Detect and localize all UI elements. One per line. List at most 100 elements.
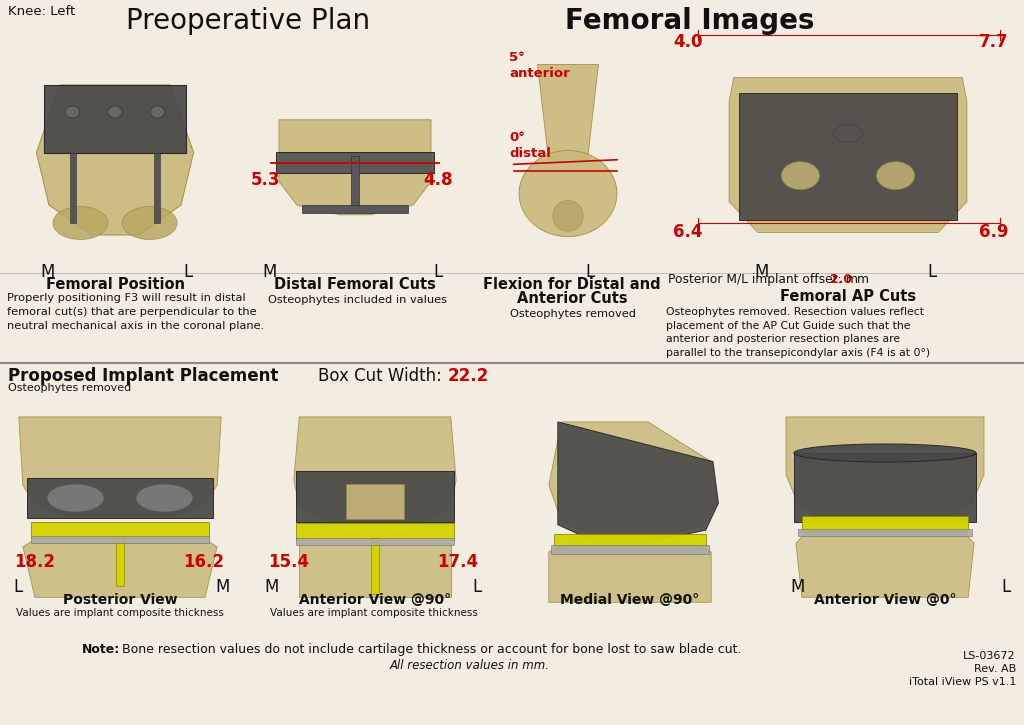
Text: M: M [755, 263, 769, 281]
Bar [346, 484, 403, 519]
Text: M: M [263, 263, 278, 281]
Text: Osteophytes included in values: Osteophytes included in values [268, 295, 447, 305]
Text: M: M [41, 263, 55, 281]
Text: Osteophytes removed. Resection values reflect
placement of the AP Cut Guide such: Osteophytes removed. Resection values re… [666, 307, 930, 358]
Text: Anterior View @90°: Anterior View @90° [299, 593, 451, 607]
Text: 16.2: 16.2 [183, 553, 224, 571]
Bar [302, 205, 409, 213]
Text: 7.7: 7.7 [978, 33, 1008, 51]
Text: Values are implant composite thickness: Values are implant composite thickness [16, 608, 224, 618]
Bar [116, 538, 124, 587]
Polygon shape [796, 529, 974, 597]
Text: Proposed Implant Placement: Proposed Implant Placement [8, 367, 279, 385]
Text: 6.4: 6.4 [673, 223, 702, 241]
Text: L: L [433, 263, 442, 281]
Text: mm: mm [846, 273, 870, 286]
Bar [798, 529, 972, 536]
Text: 6.9: 6.9 [979, 223, 1008, 241]
Ellipse shape [136, 484, 193, 512]
Bar [27, 478, 213, 518]
Text: 15.4: 15.4 [268, 553, 309, 571]
Ellipse shape [53, 207, 108, 239]
Text: Femoral Position: Femoral Position [45, 277, 184, 292]
Bar [31, 536, 209, 543]
Text: Preoperative Plan: Preoperative Plan [126, 7, 370, 35]
Text: Femoral Images: Femoral Images [565, 7, 815, 35]
Ellipse shape [877, 162, 914, 190]
Polygon shape [558, 422, 719, 543]
Ellipse shape [122, 207, 177, 239]
Text: 18.2: 18.2 [14, 553, 55, 571]
Text: M: M [265, 578, 280, 596]
Text: M: M [216, 578, 230, 596]
Bar [371, 538, 379, 594]
Text: Rev. AB: Rev. AB [974, 664, 1016, 674]
Text: Femoral AP Cuts: Femoral AP Cuts [780, 289, 916, 304]
Text: Flexion for Distal and: Flexion for Distal and [483, 277, 660, 292]
Text: Knee: Left: Knee: Left [8, 5, 75, 18]
Text: 5.3: 5.3 [250, 171, 280, 189]
Text: 0°
distal: 0° distal [509, 130, 551, 160]
Text: M: M [791, 578, 805, 596]
Text: Medial View @90°: Medial View @90° [560, 593, 699, 607]
Text: All resection values in mm.: All resection values in mm. [390, 659, 550, 672]
Text: 5°
anterior: 5° anterior [509, 51, 569, 80]
Bar [44, 85, 185, 152]
Polygon shape [786, 417, 984, 521]
Bar [351, 156, 359, 209]
Ellipse shape [553, 200, 584, 231]
Text: iTotal iView PS v1.1: iTotal iView PS v1.1 [908, 677, 1016, 687]
Text: LS-03672: LS-03672 [964, 651, 1016, 661]
Text: 2.0: 2.0 [830, 273, 852, 286]
Polygon shape [279, 120, 431, 215]
Ellipse shape [151, 106, 165, 118]
Text: Bone resection values do not include cartilage thickness or account for bone los: Bone resection values do not include car… [118, 643, 741, 656]
Bar [70, 152, 76, 223]
Ellipse shape [66, 106, 80, 118]
Text: Note:: Note: [82, 643, 120, 656]
Text: Distal Femoral Cuts: Distal Femoral Cuts [274, 277, 436, 292]
Ellipse shape [794, 444, 976, 462]
Bar [296, 523, 455, 539]
Text: Posterior View: Posterior View [62, 593, 177, 607]
Text: Properly positioning F3 will result in distal
femoral cut(s) that are perpendicu: Properly positioning F3 will result in d… [7, 293, 264, 331]
Text: 22.2: 22.2 [449, 367, 489, 385]
Bar [554, 534, 706, 547]
Ellipse shape [519, 151, 616, 236]
Text: L: L [183, 263, 193, 281]
Text: Osteophytes removed: Osteophytes removed [510, 309, 636, 319]
Polygon shape [538, 65, 598, 159]
Text: Osteophytes removed: Osteophytes removed [8, 383, 131, 393]
Ellipse shape [47, 484, 103, 512]
Text: 4.8: 4.8 [423, 171, 453, 189]
Text: Posterior M/L implant offset:: Posterior M/L implant offset: [668, 273, 849, 286]
Text: L: L [1001, 578, 1011, 596]
Bar [296, 538, 455, 545]
Text: L: L [586, 263, 595, 281]
Text: L: L [13, 578, 23, 596]
Ellipse shape [834, 125, 862, 143]
Text: Values are implant composite thickness: Values are implant composite thickness [270, 608, 478, 618]
Bar [296, 471, 455, 521]
Bar [551, 544, 710, 554]
Text: 4.0: 4.0 [673, 33, 702, 51]
Polygon shape [294, 417, 456, 521]
Polygon shape [299, 543, 451, 597]
Polygon shape [23, 534, 217, 597]
Text: L: L [928, 263, 937, 281]
Bar [275, 152, 434, 173]
Text: Box Cut Width:: Box Cut Width: [318, 367, 453, 385]
Bar [802, 516, 968, 531]
Bar [794, 453, 976, 521]
Text: 17.4: 17.4 [437, 553, 478, 571]
Polygon shape [729, 78, 967, 233]
Ellipse shape [108, 106, 122, 118]
Bar [155, 152, 161, 223]
Text: Anterior Cuts: Anterior Cuts [517, 291, 628, 306]
Polygon shape [549, 422, 717, 539]
Polygon shape [37, 85, 194, 235]
Bar [31, 521, 209, 538]
Text: L: L [472, 578, 481, 596]
Polygon shape [18, 417, 221, 518]
Text: Anterior View @0°: Anterior View @0° [814, 593, 956, 607]
